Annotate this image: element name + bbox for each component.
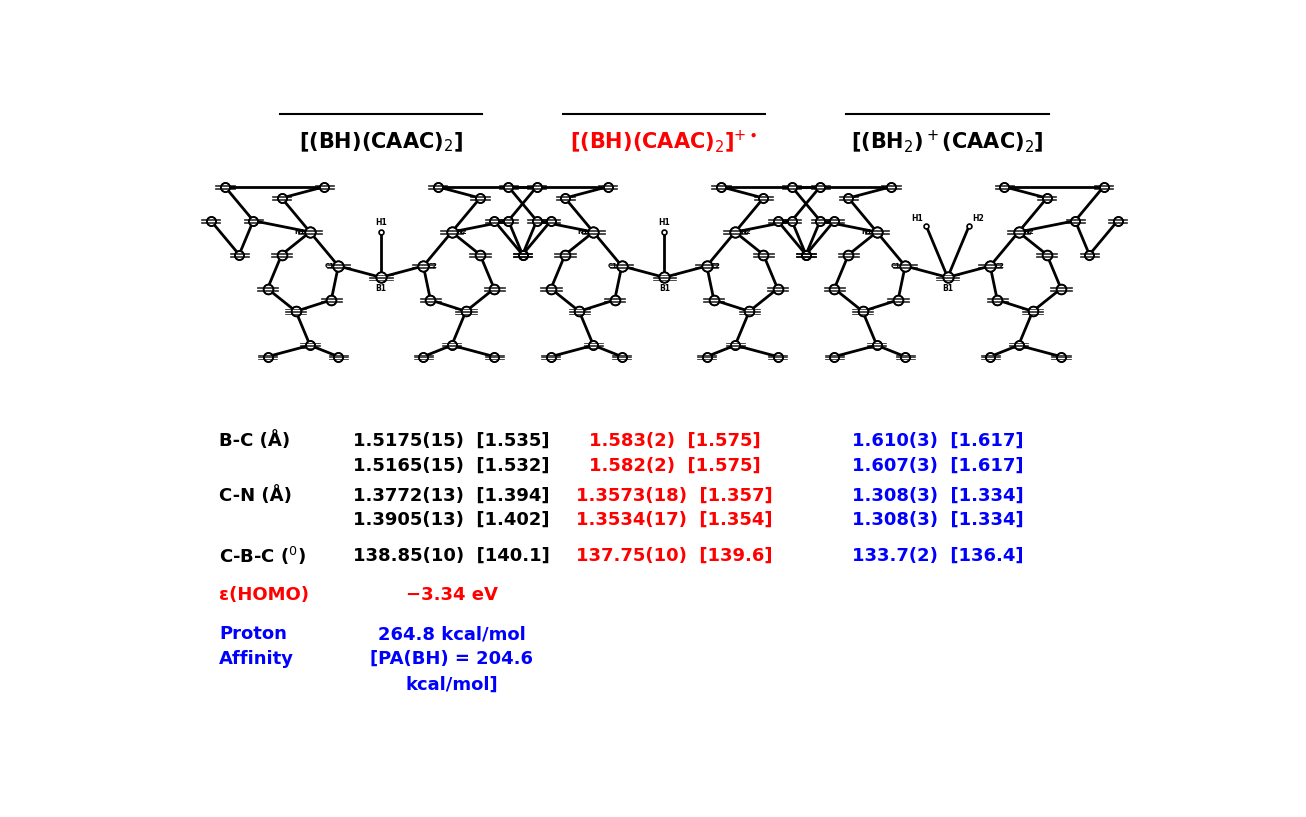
Text: N1: N1: [577, 229, 589, 235]
Text: B-C (Å): B-C (Å): [219, 431, 290, 450]
Text: 1.308(3)  [1.334]: 1.308(3) [1.334]: [852, 511, 1024, 529]
Text: C-B-C ($^0$): C-B-C ($^0$): [219, 545, 306, 567]
Text: N2: N2: [741, 229, 751, 235]
Text: C1: C1: [324, 263, 334, 269]
Text: 137.75(10)  [139.6]: 137.75(10) [139.6]: [576, 547, 773, 565]
Text: N1: N1: [294, 229, 306, 235]
Text: 1.5175(15)  [1.535]: 1.5175(15) [1.535]: [354, 432, 550, 450]
Text: N2: N2: [1024, 229, 1034, 235]
Text: [(BH$_2$)$^+$(CAAC)$_2$]: [(BH$_2$)$^+$(CAAC)$_2$]: [852, 129, 1043, 155]
Text: 264.8 kcal/mol: 264.8 kcal/mol: [377, 625, 525, 643]
Text: 133.7(2)  [136.4]: 133.7(2) [136.4]: [852, 547, 1024, 565]
Text: C1: C1: [891, 263, 901, 269]
Text: C1: C1: [607, 263, 618, 269]
Text: C-N (Å): C-N (Å): [219, 486, 291, 505]
Text: H1: H1: [912, 213, 923, 222]
Text: 1.3573(18)  [1.357]: 1.3573(18) [1.357]: [576, 487, 773, 505]
Text: 1.5165(15)  [1.532]: 1.5165(15) [1.532]: [354, 457, 550, 475]
Text: kcal/mol]: kcal/mol]: [405, 676, 498, 694]
Text: 1.3534(17)  [1.354]: 1.3534(17) [1.354]: [576, 511, 773, 529]
Text: 1.308(3)  [1.334]: 1.308(3) [1.334]: [852, 487, 1024, 505]
Text: 1.610(3)  [1.617]: 1.610(3) [1.617]: [852, 432, 1024, 450]
Text: 1.583(2)  [1.575]: 1.583(2) [1.575]: [589, 432, 760, 450]
Text: C2: C2: [710, 263, 721, 269]
Text: 1.3772(13)  [1.394]: 1.3772(13) [1.394]: [354, 487, 550, 505]
Text: [(BH)(CAAC)$_2$]$^{+\bullet}$: [(BH)(CAAC)$_2$]$^{+\bullet}$: [571, 129, 757, 155]
Text: 1.607(3)  [1.617]: 1.607(3) [1.617]: [852, 457, 1024, 475]
Text: C2: C2: [994, 263, 1004, 269]
Text: N2: N2: [457, 229, 468, 235]
Text: C2: C2: [427, 263, 438, 269]
Text: 1.582(2)  [1.575]: 1.582(2) [1.575]: [589, 457, 760, 475]
Text: H2: H2: [972, 213, 983, 222]
Text: 1.3905(13)  [1.402]: 1.3905(13) [1.402]: [354, 511, 550, 529]
Text: −3.34 eV: −3.34 eV: [406, 586, 498, 604]
Text: Proton
Affinity: Proton Affinity: [219, 625, 294, 668]
Text: B1: B1: [658, 283, 670, 292]
Text: N1: N1: [861, 229, 872, 235]
Text: ε(HOMO): ε(HOMO): [219, 586, 310, 604]
Text: H1: H1: [658, 218, 670, 227]
Text: B1: B1: [375, 283, 387, 292]
Text: H1: H1: [375, 218, 387, 227]
Text: [(BH)(CAAC)$_2$]: [(BH)(CAAC)$_2$]: [299, 131, 462, 154]
Text: B1: B1: [942, 283, 953, 292]
Text: 138.85(10)  [140.1]: 138.85(10) [140.1]: [354, 547, 550, 565]
Text: [PA(BH) = 204.6: [PA(BH) = 204.6: [370, 650, 533, 668]
